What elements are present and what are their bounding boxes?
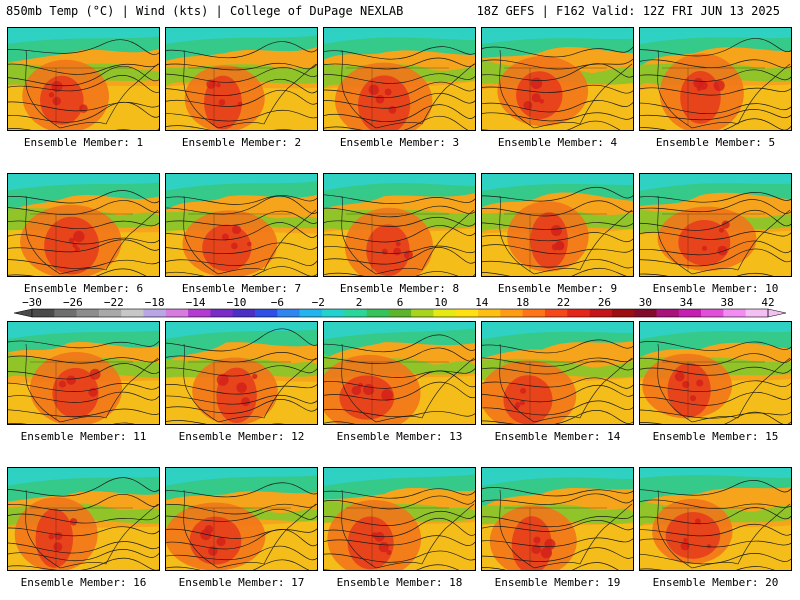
colorbar-tick-label: −30 [22, 296, 42, 309]
colorbar-swatch [299, 309, 323, 317]
colorbar-swatch [589, 309, 613, 317]
ensemble-map [481, 467, 634, 571]
ensemble-map [481, 173, 634, 277]
colorbar-tick-label: −2 [312, 296, 325, 309]
ensemble-member-label: Ensemble Member: 18 [336, 576, 463, 589]
colorbar-tick-label: 42 [761, 296, 774, 309]
ensemble-map [7, 173, 160, 277]
ensemble-member-label: Ensemble Member: 6 [23, 282, 144, 295]
colorbar-swatch [611, 309, 635, 317]
ensemble-map [165, 467, 318, 571]
colorbar-tick-label: 6 [397, 296, 404, 309]
colorbar-tick-label: 18 [516, 296, 529, 309]
ensemble-map [323, 467, 476, 571]
colorbar-swatch [634, 309, 657, 317]
ensemble-member-label: Ensemble Member: 4 [497, 136, 618, 149]
colorbar-swatch [544, 309, 568, 317]
colorbar-swatch [344, 309, 367, 317]
colorbar-swatch [188, 309, 211, 317]
model-run-info: 18Z GEFS | F162 Valid: 12Z FRI JUN 13 20… [476, 4, 780, 18]
colorbar-swatch [143, 309, 167, 317]
ensemble-member-label: Ensemble Member: 11 [20, 430, 147, 443]
ensemble-member-label: Ensemble Member: 3 [339, 136, 460, 149]
ensemble-map [481, 321, 634, 425]
ensemble-map [323, 321, 476, 425]
ensemble-map [323, 27, 476, 131]
colorbar-swatch [567, 309, 590, 317]
colorbar-swatch [678, 309, 702, 317]
ensemble-member-label: Ensemble Member: 12 [178, 430, 305, 443]
colorbar-swatch [433, 309, 457, 317]
ensemble-map [165, 27, 318, 131]
colorbar-tick-label: −10 [227, 296, 247, 309]
ensemble-member-label: Ensemble Member: 1 [23, 136, 144, 149]
colorbar-swatch [745, 309, 769, 317]
colorbar-tick-label: 10 [434, 296, 447, 309]
colorbar-swatch [723, 309, 746, 317]
ensemble-member-label: Ensemble Member: 14 [494, 430, 621, 443]
colorbar-swatch [255, 309, 278, 317]
ensemble-member-label: Ensemble Member: 2 [181, 136, 302, 149]
ensemble-member-label: Ensemble Member: 16 [20, 576, 147, 589]
ensemble-member-label: Ensemble Member: 7 [181, 282, 302, 295]
colorbar-swatch [522, 309, 546, 317]
ensemble-map [7, 321, 160, 425]
colorbar-tick-label: 34 [680, 296, 694, 309]
colorbar-arrow-right [767, 308, 786, 318]
colorbar-swatch [455, 309, 479, 317]
ensemble-map [481, 27, 634, 131]
ensemble-member-label: Ensemble Member: 19 [494, 576, 621, 589]
colorbar-swatch [500, 309, 523, 317]
colorbar-tick-label: 30 [639, 296, 652, 309]
colorbar-swatch [411, 309, 434, 317]
colorbar-swatch [701, 309, 724, 317]
colorbar-tick-label: 26 [598, 296, 611, 309]
colorbar-swatch [277, 309, 300, 317]
ensemble-map [7, 27, 160, 131]
ensemble-map [165, 173, 318, 277]
ensemble-map [639, 27, 792, 131]
ensemble-member-label: Ensemble Member: 15 [652, 430, 779, 443]
colorbar-swatch [98, 309, 122, 317]
colorbar-tick-label: 2 [356, 296, 363, 309]
ensemble-map [639, 321, 792, 425]
colorbar-swatch [366, 309, 390, 317]
colorbar-tick-label: 22 [557, 296, 570, 309]
colorbar-tick-label: −22 [104, 296, 124, 309]
colorbar-swatch [32, 309, 55, 317]
colorbar-swatch [121, 309, 144, 317]
colorbar-swatch [478, 309, 501, 317]
ensemble-member-label: Ensemble Member: 5 [655, 136, 776, 149]
ensemble-member-label: Ensemble Member: 10 [652, 282, 779, 295]
colorbar-swatch [54, 309, 77, 317]
colorbar-tick-label: −18 [145, 296, 165, 309]
ensemble-member-label: Ensemble Member: 8 [339, 282, 460, 295]
ensemble-map [639, 173, 792, 277]
colorbar-swatch [76, 309, 100, 317]
map-title: 850mb Temp (°C) | Wind (kts) | College o… [6, 4, 404, 18]
colorbar-arrow-left [14, 308, 33, 318]
colorbar-swatch [232, 309, 256, 317]
colorbar-swatch [388, 309, 412, 317]
ensemble-map [165, 321, 318, 425]
colorbar-swatch [321, 309, 345, 317]
ensemble-member-label: Ensemble Member: 20 [652, 576, 779, 589]
colorbar-tick-label: −26 [63, 296, 83, 309]
colorbar-tick-label: −6 [271, 296, 284, 309]
ensemble-member-label: Ensemble Member: 9 [497, 282, 618, 295]
ensemble-member-label: Ensemble Member: 17 [178, 576, 305, 589]
ensemble-map [639, 467, 792, 571]
temperature-colorbar: −30 −26 −22 −18 −14 −10 −6 −2 2 6 10 14 18 22 26 30 34 38… [14, 296, 786, 318]
colorbar-swatch [656, 309, 680, 317]
ensemble-map [323, 173, 476, 277]
colorbar-swatch [165, 309, 189, 317]
ensemble-map [7, 467, 160, 571]
colorbar-tick-label: −14 [186, 296, 206, 309]
colorbar-tick-label: 38 [720, 296, 733, 309]
ensemble-member-label: Ensemble Member: 13 [336, 430, 463, 443]
colorbar-swatch [210, 309, 234, 317]
colorbar-tick-label: 14 [475, 296, 489, 309]
